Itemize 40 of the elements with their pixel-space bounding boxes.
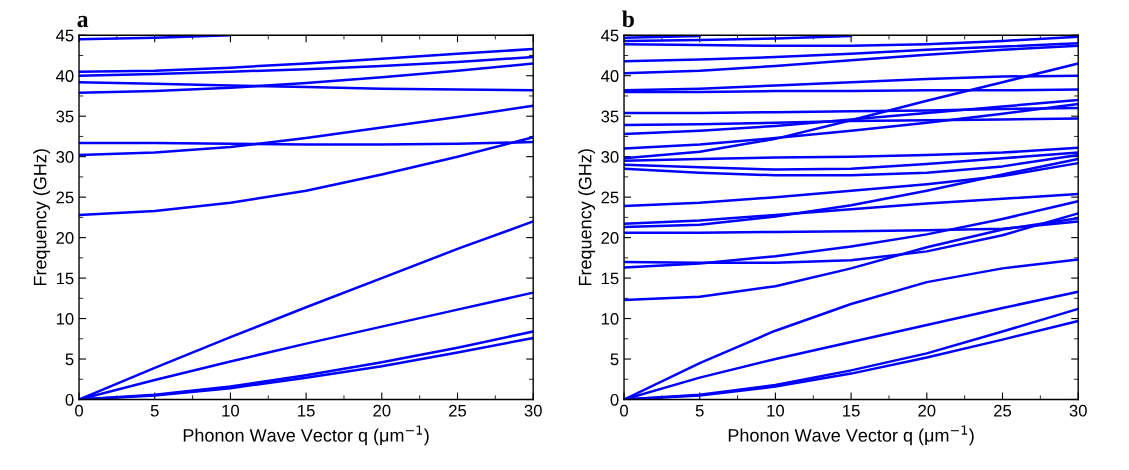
y-tick-label: 35 (56, 110, 74, 123)
y-tick-label: 25 (56, 191, 74, 204)
y-tick-label: 15 (601, 272, 619, 285)
x-tick-label: 20 (373, 404, 391, 417)
y-tick-label: 10 (601, 312, 619, 325)
x-axis-title: Phonon Wave Vector q (μm$^{−1}$) (728, 425, 974, 446)
x-tick-label: 15 (843, 404, 860, 417)
y-tick-label: 10 (56, 312, 74, 325)
y-tick-label: 45 (601, 29, 619, 42)
y-tick-label: 40 (601, 70, 619, 82)
x-tick-label: 25 (994, 404, 1012, 417)
chart-title: b (622, 10, 634, 28)
x-tick-label: 0 (620, 404, 629, 417)
y-tick-label: 5 (65, 353, 74, 366)
x-tick-label: 20 (918, 404, 936, 417)
y-axis-title: Frequency (GHz) (578, 149, 596, 286)
y-tick-label: 40 (56, 70, 74, 82)
y-tick-label: 15 (56, 272, 74, 285)
x-tick-label: 25 (449, 404, 467, 417)
x-tick-label: 5 (150, 404, 159, 417)
y-tick-label: 0 (65, 393, 74, 406)
x-tick-label: 10 (222, 404, 240, 417)
x-tick-label: 10 (767, 404, 785, 417)
y-tick-label: 0 (610, 393, 619, 406)
y-tick-label: 45 (56, 29, 74, 42)
y-tick-label: 5 (610, 353, 619, 366)
y-tick-label: 20 (56, 232, 74, 244)
y-axis-title: Frequency (GHz) (33, 149, 51, 286)
x-tick-label: 15 (298, 404, 315, 417)
y-tick-label: 30 (56, 151, 74, 163)
chart-title: a (77, 15, 89, 28)
y-tick-label: 20 (601, 232, 619, 244)
x-tick-label: 5 (695, 404, 704, 417)
x-tick-label: 30 (1069, 404, 1087, 417)
y-tick-label: 25 (601, 191, 619, 204)
y-tick-label: 35 (601, 110, 619, 123)
x-axis-title: Phonon Wave Vector q (μm$^{−1}$) (183, 425, 429, 446)
y-tick-label: 30 (601, 151, 619, 163)
x-tick-label: 0 (75, 404, 84, 417)
x-tick-label: 30 (524, 404, 542, 417)
